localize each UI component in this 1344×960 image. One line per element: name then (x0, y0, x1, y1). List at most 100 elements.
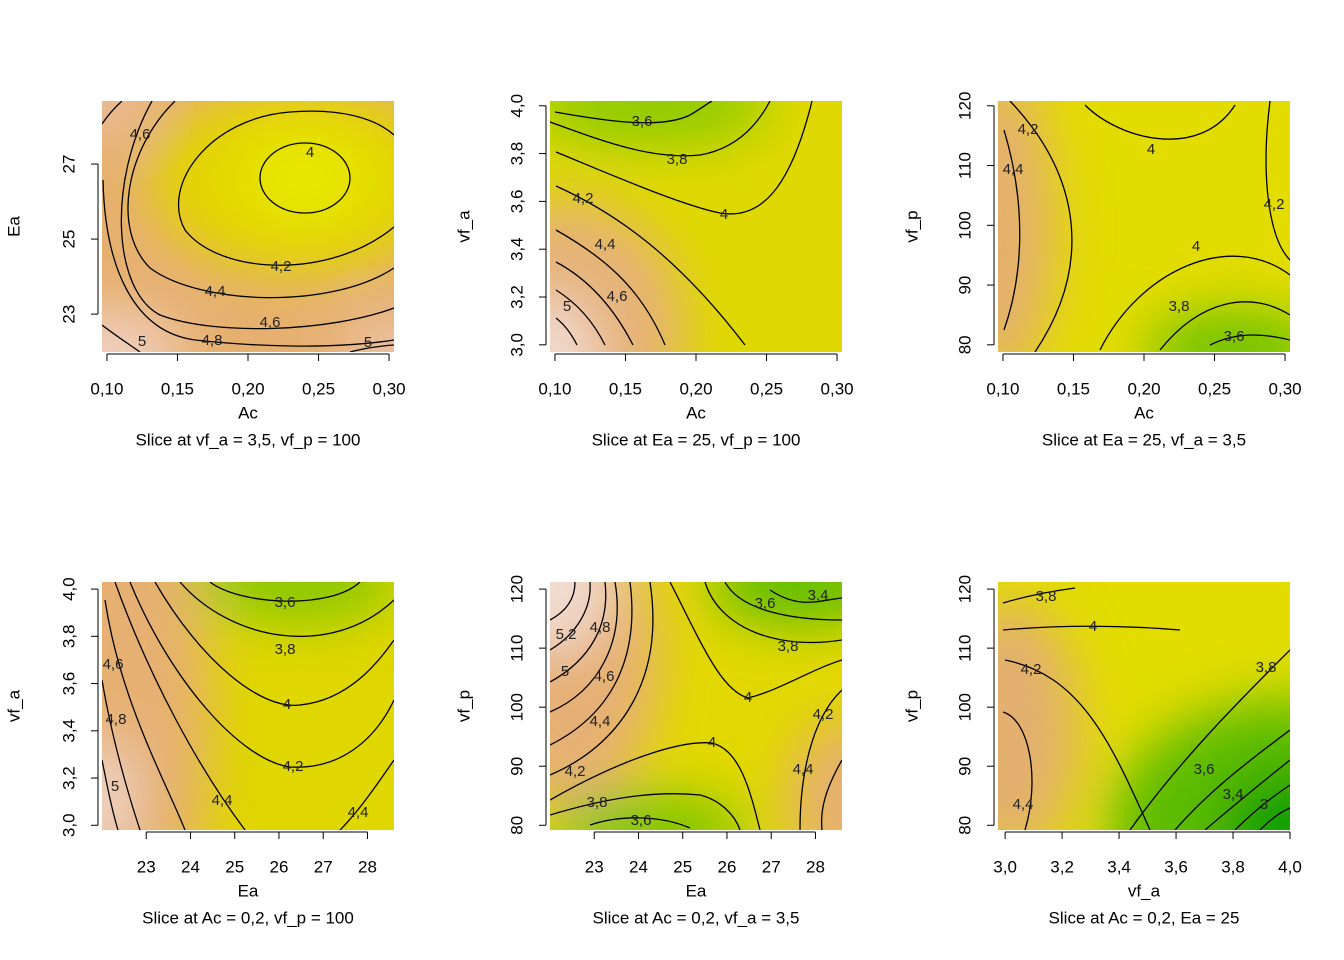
x-tick-label: 24 (629, 857, 648, 876)
x-tick-label: 0,25 (1198, 379, 1231, 398)
contour-line (102, 679, 141, 830)
y-tick-label: 23 (59, 305, 78, 324)
contour-label: 4,6 (594, 668, 615, 685)
x-tick-label: 25 (673, 857, 692, 876)
contour-line (550, 582, 618, 713)
contour-label: 4,4 (590, 713, 611, 730)
contour-label: 4,4 (793, 761, 814, 778)
y-tick-label: 100 (955, 693, 974, 721)
contour-line (1159, 301, 1290, 351)
contour-label: 3,6 (632, 113, 653, 130)
contour-label: 4,2 (1264, 196, 1285, 213)
contour-label: 3,8 (778, 638, 799, 655)
y-tick-label: 90 (955, 276, 974, 295)
y-tick-label: 3,4 (59, 719, 78, 743)
y-tick-label: 3,8 (59, 625, 78, 649)
contour-line (550, 742, 761, 830)
contour-line (799, 689, 842, 830)
heat-blob (1220, 770, 1290, 830)
contour-line (555, 229, 666, 346)
x-tick-label: 0,25 (750, 379, 783, 398)
y-axis-label: vf_p (902, 210, 921, 242)
contour-line (550, 582, 607, 683)
x-axis-label: Ac (686, 403, 706, 422)
contour-label: 4 (744, 689, 752, 706)
heat-blob (550, 297, 595, 352)
contour-line (769, 589, 842, 603)
y-tick-label: 80 (507, 816, 526, 835)
contour-label: 4 (708, 734, 716, 751)
contour-line (1259, 807, 1290, 830)
contour-label: 5 (364, 334, 372, 351)
x-tick-label: 27 (314, 857, 333, 876)
subtitle: Slice at Ea = 25, vf_a = 3,5 (1042, 430, 1246, 449)
contour-line (127, 101, 394, 299)
contour-label: 3,8 (275, 641, 296, 658)
heatmap (550, 101, 842, 352)
heat-blob (102, 582, 210, 830)
heat-blob (550, 582, 610, 652)
contour-line (339, 759, 394, 830)
heat-blob (235, 128, 375, 228)
contour-label: 4 (306, 144, 314, 161)
contour-line (1129, 649, 1290, 830)
heat-blob (102, 312, 182, 352)
x-tick-label: 28 (358, 857, 377, 876)
x-tick-label: 3,0 (993, 857, 1017, 876)
contour-line (550, 582, 633, 746)
subtitle: Slice at Ac = 0,2, vf_p = 100 (142, 908, 354, 927)
contour-line (120, 101, 394, 330)
subtitle: Slice at Ea = 25, vf_p = 100 (592, 430, 801, 449)
panel: 3,6 3,8 4 4,2 4,4 4,4 4,6 4,8 5 23 24 25 26 27 28 3,0 3,… (4, 577, 394, 927)
x-tick-label: 0,20 (679, 379, 712, 398)
contour-label: 4,6 (607, 288, 628, 305)
contour-label: 4 (1192, 238, 1200, 255)
y-axis-label: vf_a (454, 210, 473, 243)
contour-label: 3,4 (808, 587, 829, 604)
y-tick-label: 90 (955, 757, 974, 776)
x-tick-label: 3,2 (1050, 857, 1074, 876)
y-tick-label: 3,6 (59, 672, 78, 696)
y-axis-label: vf_p (902, 690, 921, 722)
heat-blob (787, 720, 842, 830)
y-tick-label: 120 (955, 92, 974, 120)
x-tick-label: 0,30 (373, 379, 406, 398)
contour-label: 4,2 (1018, 121, 1039, 138)
heat-blob (102, 740, 132, 830)
subtitle: Slice at vf_a = 3,5, vf_p = 100 (136, 430, 361, 449)
contour-label: 4,2 (283, 758, 304, 775)
y-axis-label: Ea (4, 216, 23, 237)
contour-line (1002, 711, 1033, 830)
contour-line (550, 582, 591, 651)
x-tick-label: 0,10 (986, 379, 1019, 398)
x-tick-label: 0,30 (821, 379, 854, 398)
contour-line (589, 817, 691, 829)
contour-line (555, 261, 634, 346)
panel: 4,2 4,4 4 4,2 4 3,8 3,6 0,10 0,15 0,20 0,25 0,30 80 9… (902, 92, 1301, 450)
contour-label: 4 (283, 696, 291, 713)
contour-label: 4,6 (130, 126, 151, 143)
y-tick-label: 3,0 (59, 813, 78, 837)
contour-label: 4,4 (205, 283, 226, 300)
heatmap (102, 582, 394, 830)
heatmap (102, 101, 394, 352)
x-tick-label: 0,20 (1127, 379, 1160, 398)
contour-line (1009, 101, 1073, 352)
x-axis-label: vf_a (1128, 881, 1161, 900)
contour-line (104, 599, 186, 830)
contour-line (1004, 659, 1151, 830)
subtitle: Slice at Ac = 0,2, vf_a = 3,5 (593, 908, 800, 927)
contour-line (1084, 104, 1236, 140)
contour-label: 3 (1260, 796, 1268, 813)
y-tick-label: 4,0 (507, 94, 526, 118)
contour-label: 3,8 (587, 794, 608, 811)
contour-line (550, 793, 741, 830)
contour-line (1234, 784, 1290, 830)
y-tick-label: 3,2 (59, 766, 78, 790)
contour-label: 5 (563, 298, 571, 315)
x-tick-label: 24 (181, 857, 200, 876)
contour-label: 4,4 (1003, 161, 1024, 178)
contour-line (1099, 255, 1290, 351)
contour-label: 4,6 (260, 314, 281, 331)
